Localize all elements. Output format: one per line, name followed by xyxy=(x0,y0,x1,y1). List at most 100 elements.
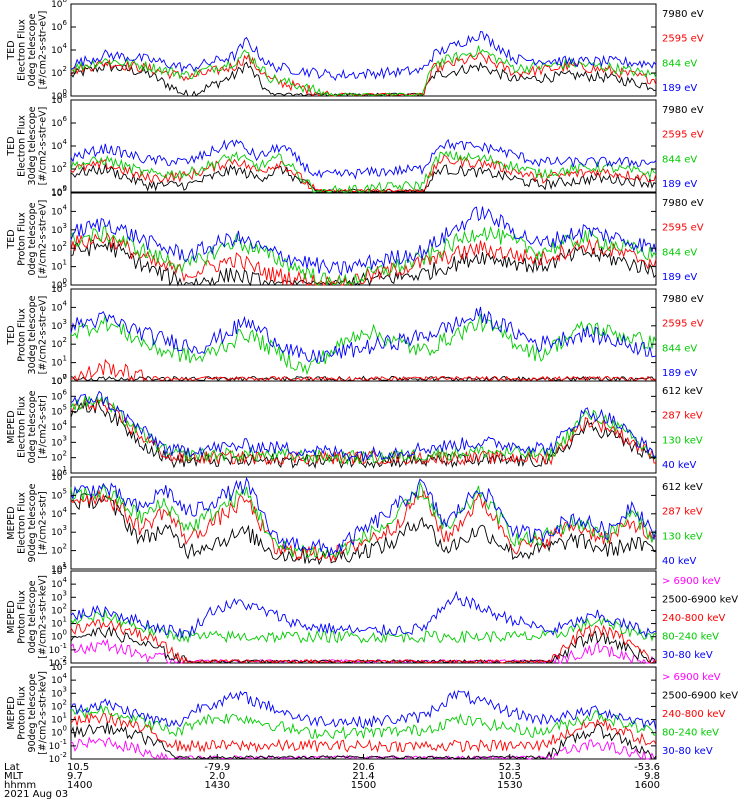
legend-entry: 189 eV xyxy=(662,272,697,283)
y-tick-label: 102 xyxy=(51,161,67,175)
footer-lat: 52.3 xyxy=(499,762,521,773)
legend-entry: 189 eV xyxy=(662,179,697,190)
panel-frame xyxy=(70,380,657,474)
y-tick-label: 107 xyxy=(51,373,67,387)
legend-entry: 287 keV xyxy=(662,507,703,518)
series-line-80-240-kev xyxy=(70,609,657,644)
series-line-7980-ev xyxy=(70,239,657,287)
legend-entry: 2595 eV xyxy=(662,319,704,330)
y-tick-label: 103 xyxy=(51,524,67,538)
y-tick-label: 102 xyxy=(51,698,67,712)
panel-frame xyxy=(70,666,657,760)
panel-frame xyxy=(70,570,657,664)
y-tick-label: 100 xyxy=(51,88,67,102)
footer-mlt: 9.8 xyxy=(644,771,660,782)
y-tick-label: 105 xyxy=(51,563,67,577)
legend-entry: 240-800 keV xyxy=(662,709,726,720)
series-line-7980-ev xyxy=(70,375,657,382)
y-tick-label: 100 xyxy=(51,277,67,291)
legend-entry: > 6900 keV xyxy=(662,672,721,683)
legend-entry: 40 keV xyxy=(662,460,696,471)
legend-entry: 30-80 keV xyxy=(662,746,713,757)
y-tick-label: 103 xyxy=(51,222,67,236)
legend-entry: 30-80 keV xyxy=(662,650,713,661)
y-tick-label: 104 xyxy=(51,203,67,217)
legend-entry: 189 eV xyxy=(662,368,697,379)
y-tick-label: 104 xyxy=(51,138,67,152)
series-line-844-ev xyxy=(70,150,657,194)
series-line-40-kev xyxy=(70,476,657,557)
legend-entry: 7980 eV xyxy=(662,9,704,20)
y-tick-label: 103 xyxy=(51,318,67,332)
y-tick-label: 102 xyxy=(51,543,67,557)
y-tick-label: 102 xyxy=(51,65,67,79)
y-tick-label: 101 xyxy=(51,259,67,273)
legend-entry: 7980 eV xyxy=(662,198,704,209)
legend-entry: 7980 eV xyxy=(662,294,704,305)
y-tick-label: 10-2 xyxy=(49,655,67,669)
footer-row-label: hhmm xyxy=(4,780,36,791)
series-line-2500-6900-kev xyxy=(70,626,657,665)
y-tick-label: 105 xyxy=(51,487,67,501)
footer-lat: 20.6 xyxy=(352,762,374,773)
footer-mlt: 9.7 xyxy=(67,771,83,782)
series-line-2595-ev xyxy=(71,358,657,383)
footer-hhmm: 1500 xyxy=(351,780,376,791)
legend-entry: 2595 eV xyxy=(662,223,704,234)
y-tick-label: 108 xyxy=(51,0,67,10)
legend-entry: 130 keV xyxy=(662,435,703,446)
y-tick-label: 101 xyxy=(51,616,67,630)
series-line-844-ev xyxy=(70,224,657,287)
series-line-30-80-kev xyxy=(70,590,656,639)
legend-entry: 2595 eV xyxy=(662,130,704,141)
series-line-189-ev xyxy=(70,30,657,81)
y-tick-label: 106 xyxy=(51,469,67,483)
series-line-80-240-kev xyxy=(70,704,657,740)
legend-entry: 130 keV xyxy=(662,531,703,542)
series-line-189-ev xyxy=(70,206,657,277)
footer-row-label: 2021 Aug 03 xyxy=(4,789,68,800)
panel-frame xyxy=(70,288,657,382)
footer-mlt: 2.0 xyxy=(209,771,225,782)
series-line-189-ev xyxy=(70,138,657,180)
series-line-612-kev xyxy=(70,493,657,566)
y-tick-label: 104 xyxy=(51,576,67,590)
legend-entry: 2500-6900 keV xyxy=(662,691,738,702)
y-tick-label: 100 xyxy=(51,184,67,198)
legend-entry: 240-800 keV xyxy=(662,613,726,624)
y-tick-label: 106 xyxy=(51,115,67,129)
y-tick-label: 101 xyxy=(51,561,67,575)
footer-mlt: 21.4 xyxy=(352,771,374,782)
legend-entry: 2595 eV xyxy=(662,34,704,45)
series-line-40-kev xyxy=(70,390,657,462)
series-line-130-kev xyxy=(70,395,657,466)
footer-hhmm: 1430 xyxy=(205,780,230,791)
legend-entry: 844 eV xyxy=(662,154,697,165)
y-axis-label: TEDElectron Flux0deg telescope[#/cm2-s-s… xyxy=(6,11,49,90)
series-line-2595-ev xyxy=(70,154,657,193)
series-line-287-kev xyxy=(70,489,657,563)
series-line-844-ev xyxy=(70,313,657,376)
y-tick-label: 102 xyxy=(51,450,67,464)
y-axis-label: TEDProton Flux30deg telescope[#/cm2-s-st… xyxy=(6,295,49,374)
y-tick-label: 102 xyxy=(51,240,67,254)
y-tick-label: 10-1 xyxy=(49,642,67,656)
legend-entry: 612 keV xyxy=(662,482,703,493)
y-tick-label: 105 xyxy=(51,404,67,418)
legend-entry: 844 eV xyxy=(662,343,697,354)
y-axis-label: TEDElectron Flux30deg telescope[#/cm2-s-… xyxy=(6,106,49,185)
y-tick-label: 100 xyxy=(51,629,67,643)
footer-mlt: 10.5 xyxy=(499,771,521,782)
y-axis-label: MEPEDProton Flux0deg telescope[#/cm2-s-s… xyxy=(6,575,49,659)
y-tick-label: 104 xyxy=(51,299,67,313)
footer-hhmm: 1600 xyxy=(635,780,660,791)
panel-frame xyxy=(70,3,657,97)
